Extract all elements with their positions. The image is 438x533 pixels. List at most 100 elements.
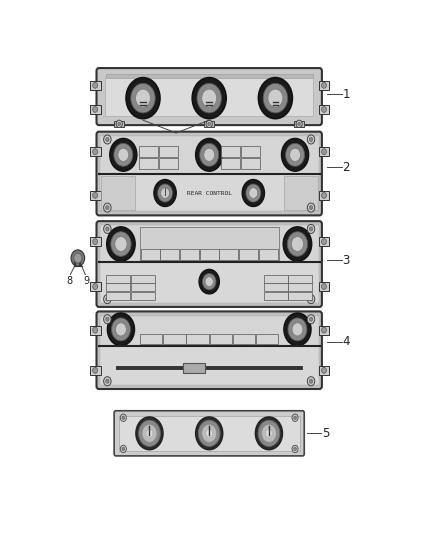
Bar <box>294 120 304 127</box>
Bar <box>100 316 318 346</box>
Circle shape <box>287 232 307 256</box>
Circle shape <box>196 139 223 171</box>
Text: 5: 5 <box>322 427 330 440</box>
Bar <box>106 275 130 282</box>
Bar <box>90 191 101 200</box>
Circle shape <box>196 417 223 450</box>
Circle shape <box>93 149 98 155</box>
Bar <box>222 146 240 157</box>
Text: 9: 9 <box>84 276 90 286</box>
Circle shape <box>307 377 315 386</box>
Circle shape <box>288 318 307 341</box>
Circle shape <box>120 414 127 422</box>
Circle shape <box>309 138 313 141</box>
Circle shape <box>111 232 131 256</box>
Circle shape <box>307 314 315 324</box>
Circle shape <box>199 269 219 294</box>
Bar <box>241 158 260 169</box>
Circle shape <box>197 83 222 113</box>
Circle shape <box>309 297 313 301</box>
Bar <box>106 74 313 78</box>
Bar <box>101 175 134 211</box>
Bar <box>318 105 329 114</box>
Circle shape <box>321 367 326 373</box>
Circle shape <box>321 239 326 245</box>
Circle shape <box>258 78 293 119</box>
Bar <box>318 326 329 335</box>
Circle shape <box>309 206 313 209</box>
Circle shape <box>283 227 312 261</box>
Bar <box>90 147 101 156</box>
Circle shape <box>202 89 217 107</box>
Circle shape <box>104 203 111 212</box>
Circle shape <box>284 313 311 346</box>
Circle shape <box>290 148 300 161</box>
Circle shape <box>126 78 160 119</box>
Circle shape <box>93 82 98 88</box>
Bar <box>318 80 329 90</box>
Circle shape <box>321 149 326 155</box>
Circle shape <box>106 317 109 321</box>
Circle shape <box>104 295 111 304</box>
Bar <box>289 284 312 291</box>
Circle shape <box>242 180 265 207</box>
Bar <box>256 334 279 344</box>
Circle shape <box>104 224 111 233</box>
Circle shape <box>309 317 313 321</box>
Circle shape <box>120 445 127 453</box>
Bar <box>160 249 179 260</box>
Bar <box>183 362 205 374</box>
Circle shape <box>268 89 283 107</box>
Bar <box>100 346 318 385</box>
Circle shape <box>110 139 137 171</box>
Circle shape <box>292 414 298 422</box>
Bar <box>318 366 329 375</box>
Bar <box>264 292 288 300</box>
Bar <box>222 158 240 169</box>
Bar <box>209 334 232 344</box>
Circle shape <box>161 188 170 198</box>
Bar <box>289 275 312 282</box>
Circle shape <box>208 122 211 126</box>
Bar <box>140 334 162 344</box>
Circle shape <box>309 379 313 383</box>
Circle shape <box>136 417 163 450</box>
Bar <box>90 237 101 246</box>
Circle shape <box>93 107 98 112</box>
Circle shape <box>261 424 276 442</box>
Bar <box>105 77 314 117</box>
Bar <box>90 326 101 335</box>
Circle shape <box>146 429 153 438</box>
Circle shape <box>204 148 215 161</box>
Circle shape <box>106 138 109 141</box>
Circle shape <box>116 120 122 127</box>
Circle shape <box>255 417 283 450</box>
Bar <box>106 284 130 291</box>
Bar <box>90 80 101 90</box>
Bar <box>100 225 318 262</box>
Bar <box>139 146 158 157</box>
Bar <box>100 262 318 303</box>
Circle shape <box>106 297 109 301</box>
Circle shape <box>307 203 315 212</box>
Bar <box>204 120 214 127</box>
Circle shape <box>309 227 313 231</box>
Bar <box>100 174 318 211</box>
Circle shape <box>74 253 82 263</box>
Circle shape <box>296 120 302 127</box>
Circle shape <box>111 318 131 341</box>
Circle shape <box>307 224 315 233</box>
Circle shape <box>104 377 111 386</box>
Bar <box>159 158 178 169</box>
Bar <box>90 105 101 114</box>
Bar <box>284 175 318 211</box>
Text: 7: 7 <box>173 137 180 147</box>
FancyBboxPatch shape <box>96 68 322 125</box>
Bar <box>90 282 101 291</box>
Circle shape <box>321 327 326 333</box>
Circle shape <box>321 284 326 289</box>
Circle shape <box>202 424 217 442</box>
Bar <box>318 237 329 246</box>
Circle shape <box>200 143 219 166</box>
Bar <box>131 284 155 291</box>
